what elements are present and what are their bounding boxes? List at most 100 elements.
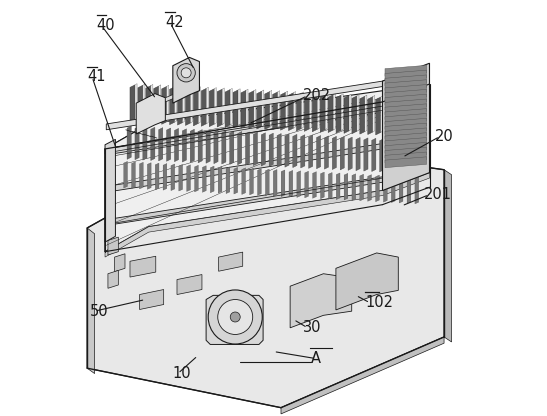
Polygon shape bbox=[419, 141, 423, 174]
Polygon shape bbox=[368, 175, 371, 201]
Polygon shape bbox=[219, 252, 243, 271]
Polygon shape bbox=[313, 172, 316, 198]
Polygon shape bbox=[399, 98, 404, 136]
Polygon shape bbox=[281, 337, 444, 414]
Polygon shape bbox=[174, 129, 178, 162]
Text: 20: 20 bbox=[435, 129, 453, 144]
Polygon shape bbox=[397, 97, 399, 133]
Polygon shape bbox=[105, 139, 115, 242]
Polygon shape bbox=[373, 95, 375, 132]
Polygon shape bbox=[190, 87, 193, 123]
Polygon shape bbox=[317, 93, 319, 129]
Polygon shape bbox=[286, 91, 288, 128]
Circle shape bbox=[208, 290, 262, 344]
Polygon shape bbox=[395, 139, 399, 173]
Polygon shape bbox=[139, 290, 164, 310]
Polygon shape bbox=[312, 94, 317, 132]
Polygon shape bbox=[130, 85, 135, 123]
Text: 30: 30 bbox=[302, 320, 321, 335]
Polygon shape bbox=[297, 171, 301, 198]
Polygon shape bbox=[135, 126, 139, 160]
Polygon shape bbox=[214, 130, 218, 163]
Polygon shape bbox=[146, 86, 151, 124]
Polygon shape bbox=[372, 138, 376, 171]
Polygon shape bbox=[182, 129, 187, 162]
Polygon shape bbox=[349, 94, 351, 131]
Polygon shape bbox=[385, 70, 427, 81]
Polygon shape bbox=[206, 130, 210, 163]
Polygon shape bbox=[290, 274, 352, 328]
Polygon shape bbox=[174, 86, 177, 122]
Polygon shape bbox=[183, 86, 184, 123]
Polygon shape bbox=[132, 162, 135, 188]
Text: A: A bbox=[311, 351, 321, 366]
Polygon shape bbox=[230, 131, 234, 164]
Text: 202: 202 bbox=[302, 88, 331, 103]
Polygon shape bbox=[143, 84, 145, 121]
Polygon shape bbox=[415, 99, 420, 137]
Polygon shape bbox=[187, 165, 190, 191]
Polygon shape bbox=[420, 98, 422, 134]
Polygon shape bbox=[238, 89, 240, 125]
Polygon shape bbox=[332, 136, 336, 170]
Polygon shape bbox=[262, 90, 264, 126]
Polygon shape bbox=[214, 87, 216, 124]
Polygon shape bbox=[399, 176, 403, 203]
Polygon shape bbox=[301, 92, 304, 129]
Polygon shape bbox=[265, 92, 270, 129]
Polygon shape bbox=[388, 96, 391, 133]
Polygon shape bbox=[412, 97, 415, 134]
Polygon shape bbox=[106, 130, 429, 192]
Polygon shape bbox=[241, 90, 246, 128]
Polygon shape bbox=[278, 91, 280, 127]
Polygon shape bbox=[254, 89, 256, 126]
Polygon shape bbox=[151, 84, 153, 121]
Text: 42: 42 bbox=[165, 15, 184, 30]
Polygon shape bbox=[163, 163, 167, 190]
Polygon shape bbox=[444, 170, 451, 342]
Polygon shape bbox=[385, 80, 427, 91]
Polygon shape bbox=[138, 85, 143, 123]
Polygon shape bbox=[194, 88, 199, 126]
Polygon shape bbox=[105, 124, 149, 252]
Polygon shape bbox=[385, 89, 427, 100]
Polygon shape bbox=[106, 92, 429, 155]
Polygon shape bbox=[277, 134, 281, 167]
Polygon shape bbox=[309, 135, 313, 168]
Polygon shape bbox=[392, 98, 397, 136]
Text: 40: 40 bbox=[97, 18, 115, 33]
Polygon shape bbox=[154, 86, 159, 124]
Polygon shape bbox=[411, 140, 415, 173]
Polygon shape bbox=[365, 95, 367, 131]
Text: 201: 201 bbox=[424, 187, 452, 202]
Polygon shape bbox=[195, 165, 199, 192]
Polygon shape bbox=[385, 65, 427, 76]
Polygon shape bbox=[226, 167, 230, 193]
Polygon shape bbox=[249, 91, 254, 129]
Polygon shape bbox=[87, 141, 444, 408]
Polygon shape bbox=[381, 96, 383, 132]
Polygon shape bbox=[234, 167, 237, 194]
Polygon shape bbox=[179, 164, 183, 191]
Polygon shape bbox=[404, 97, 406, 134]
Polygon shape bbox=[382, 63, 429, 191]
Polygon shape bbox=[87, 228, 95, 374]
Polygon shape bbox=[357, 94, 359, 131]
Polygon shape bbox=[296, 93, 301, 131]
Polygon shape bbox=[376, 175, 379, 202]
Polygon shape bbox=[317, 136, 321, 169]
Polygon shape bbox=[253, 132, 258, 166]
Polygon shape bbox=[385, 104, 427, 115]
Circle shape bbox=[230, 312, 240, 322]
Polygon shape bbox=[173, 57, 200, 103]
Polygon shape bbox=[178, 87, 183, 125]
Polygon shape bbox=[222, 131, 226, 164]
Polygon shape bbox=[108, 237, 118, 255]
Polygon shape bbox=[376, 97, 381, 135]
Polygon shape bbox=[105, 173, 429, 257]
Polygon shape bbox=[270, 90, 272, 127]
Polygon shape bbox=[246, 89, 248, 126]
Polygon shape bbox=[385, 118, 427, 129]
Polygon shape bbox=[340, 137, 344, 170]
Polygon shape bbox=[285, 134, 289, 167]
